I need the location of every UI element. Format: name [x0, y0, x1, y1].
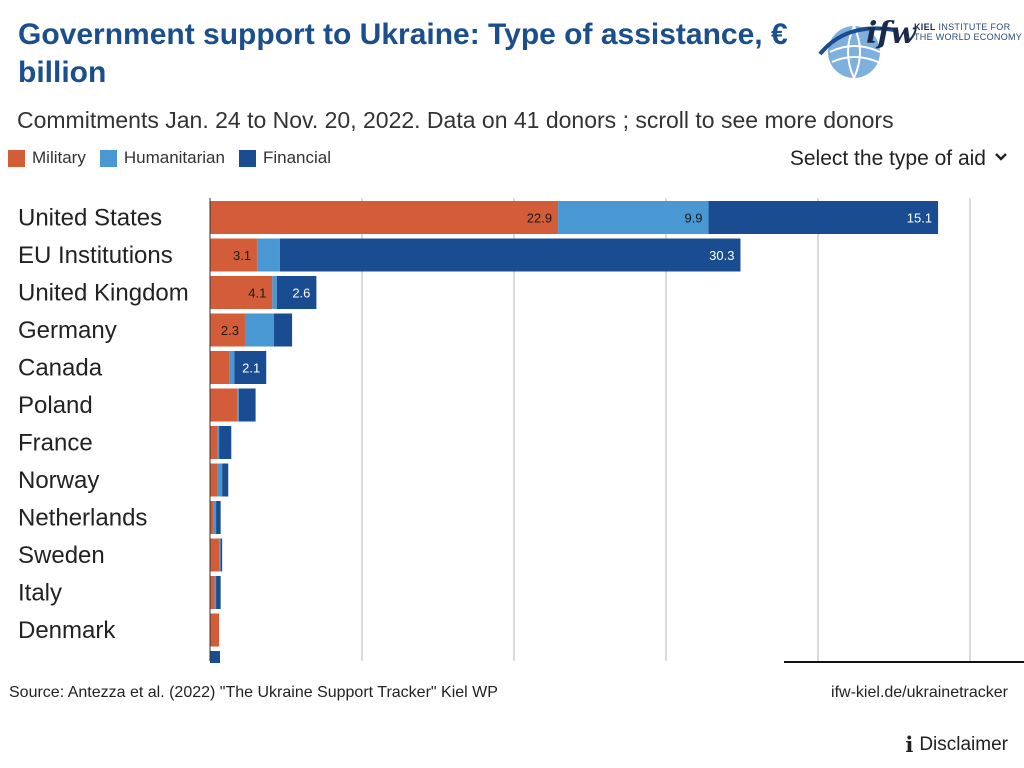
- legend-label: Financial: [262, 148, 331, 167]
- category-label: Sweden: [18, 542, 105, 569]
- bar-segment-military[interactable]: [210, 313, 245, 347]
- category-label: Poland: [18, 392, 93, 419]
- bar-segment-financial[interactable]: [216, 576, 221, 609]
- disclaimer-button[interactable]: i Disclaimer: [905, 732, 1008, 757]
- data-label: 2.6: [292, 286, 310, 301]
- data-label: 3.1: [233, 248, 251, 263]
- data-label: 2.3: [221, 323, 239, 338]
- bar-segment-financial[interactable]: [219, 426, 232, 459]
- logo-caption: KIEL INSTITUTE FOR THE WORLD ECONOMY: [914, 22, 1023, 42]
- data-label: 15.1: [907, 211, 932, 226]
- bar-segment-financial[interactable]: [276, 276, 317, 309]
- chart-subtitle: Commitments Jan. 24 to Nov. 20, 2022. Da…: [17, 107, 894, 133]
- legend-item-military[interactable]: Military: [8, 148, 86, 168]
- legend-label: Military: [32, 148, 86, 167]
- bar-segment-military[interactable]: [210, 351, 230, 384]
- data-label: 30.3: [709, 248, 734, 263]
- bar-segment-humanitarian[interactable]: [257, 238, 280, 272]
- bar-segment-military[interactable]: [210, 538, 220, 572]
- aid-type-dropdown[interactable]: Select the type of aid: [790, 147, 1008, 171]
- chart-title: Government support to Ukraine: Type of a…: [18, 18, 788, 89]
- bar-segment-humanitarian[interactable]: [229, 351, 235, 384]
- ifw-logo: ifw KIEL INSTITUTE FOR THE WORLD ECONOMY: [816, 10, 1022, 82]
- legend-swatch: [99, 149, 117, 167]
- chart-axis-line: [784, 661, 1024, 663]
- aid-type-dropdown-label: Select the type of aid: [789, 147, 986, 170]
- bar-segment-military[interactable]: [210, 238, 258, 272]
- data-label: 22.9: [527, 211, 552, 226]
- bar-segment-financial[interactable]: [238, 388, 256, 422]
- bar-segment-financial[interactable]: [222, 463, 229, 497]
- bar-segment-financial[interactable]: [279, 238, 741, 272]
- tracker-link[interactable]: ifw-kiel.de/ukrainetracker: [831, 684, 1008, 701]
- category-label: Netherlands: [18, 505, 147, 532]
- bar-segment-military[interactable]: [210, 276, 273, 309]
- bar-segment-financial[interactable]: [216, 501, 221, 534]
- chevron-down-icon: [994, 149, 1008, 167]
- bar-segment-humanitarian[interactable]: [219, 538, 221, 572]
- info-icon: i: [905, 732, 914, 757]
- bar-segment-military[interactable]: [210, 501, 214, 534]
- category-label: Denmark: [18, 617, 116, 644]
- category-label: Germany: [18, 317, 117, 344]
- chart-legend: Military Humanitarian Financial: [8, 148, 331, 168]
- bar-segment-financial[interactable]: [708, 201, 939, 234]
- category-label: Italy: [18, 580, 62, 607]
- logo-mark: ifw: [866, 16, 917, 51]
- bar-segment-humanitarian[interactable]: [558, 201, 709, 234]
- bar-segment-financial[interactable]: [234, 351, 267, 384]
- globe-icon: [818, 25, 895, 79]
- legend-label: Humanitarian: [123, 148, 225, 167]
- bar-segment-military[interactable]: [210, 201, 559, 234]
- next-row-bar-hint: [210, 651, 220, 663]
- legend-item-humanitarian[interactable]: Humanitarian: [99, 148, 225, 168]
- bar-segment-financial[interactable]: [273, 313, 293, 347]
- data-label: 4.1: [248, 286, 266, 301]
- bar-segment-humanitarian[interactable]: [213, 501, 217, 534]
- bar-segment-humanitarian[interactable]: [214, 576, 217, 609]
- category-label: France: [18, 430, 93, 457]
- data-label: 2.1: [242, 361, 260, 376]
- legend-item-financial[interactable]: Financial: [238, 148, 331, 168]
- legend-swatch: [238, 149, 256, 167]
- source-note: Source: Antezza et al. (2022) "The Ukrai…: [9, 684, 498, 701]
- bar-segment-military[interactable]: [210, 613, 220, 647]
- bar-segment-humanitarian[interactable]: [217, 426, 220, 459]
- bar-segment-military[interactable]: [210, 463, 218, 497]
- bar-segment-humanitarian[interactable]: [244, 313, 274, 347]
- bar-segment-humanitarian[interactable]: [237, 388, 239, 422]
- category-label: United States: [18, 205, 162, 232]
- disclaimer-label: Disclaimer: [919, 733, 1008, 755]
- stacked-bar-chart: United States 22.9 9.9 15.1 EU Institutions 3…: [18, 198, 971, 663]
- bar-segment-financial[interactable]: [220, 538, 223, 572]
- bar-segment-humanitarian[interactable]: [272, 276, 277, 309]
- bar-segment-humanitarian[interactable]: [217, 463, 223, 497]
- category-label: EU Institutions: [18, 242, 173, 269]
- category-label: Canada: [18, 355, 103, 382]
- bar-segment-military[interactable]: [210, 426, 218, 459]
- legend-swatch: [8, 149, 25, 167]
- category-label: United Kingdom: [18, 280, 189, 307]
- bar-segment-military[interactable]: [210, 388, 238, 422]
- data-label: 9.9: [684, 211, 702, 226]
- category-label: Norway: [18, 467, 99, 494]
- bar-segment-military[interactable]: [210, 576, 215, 609]
